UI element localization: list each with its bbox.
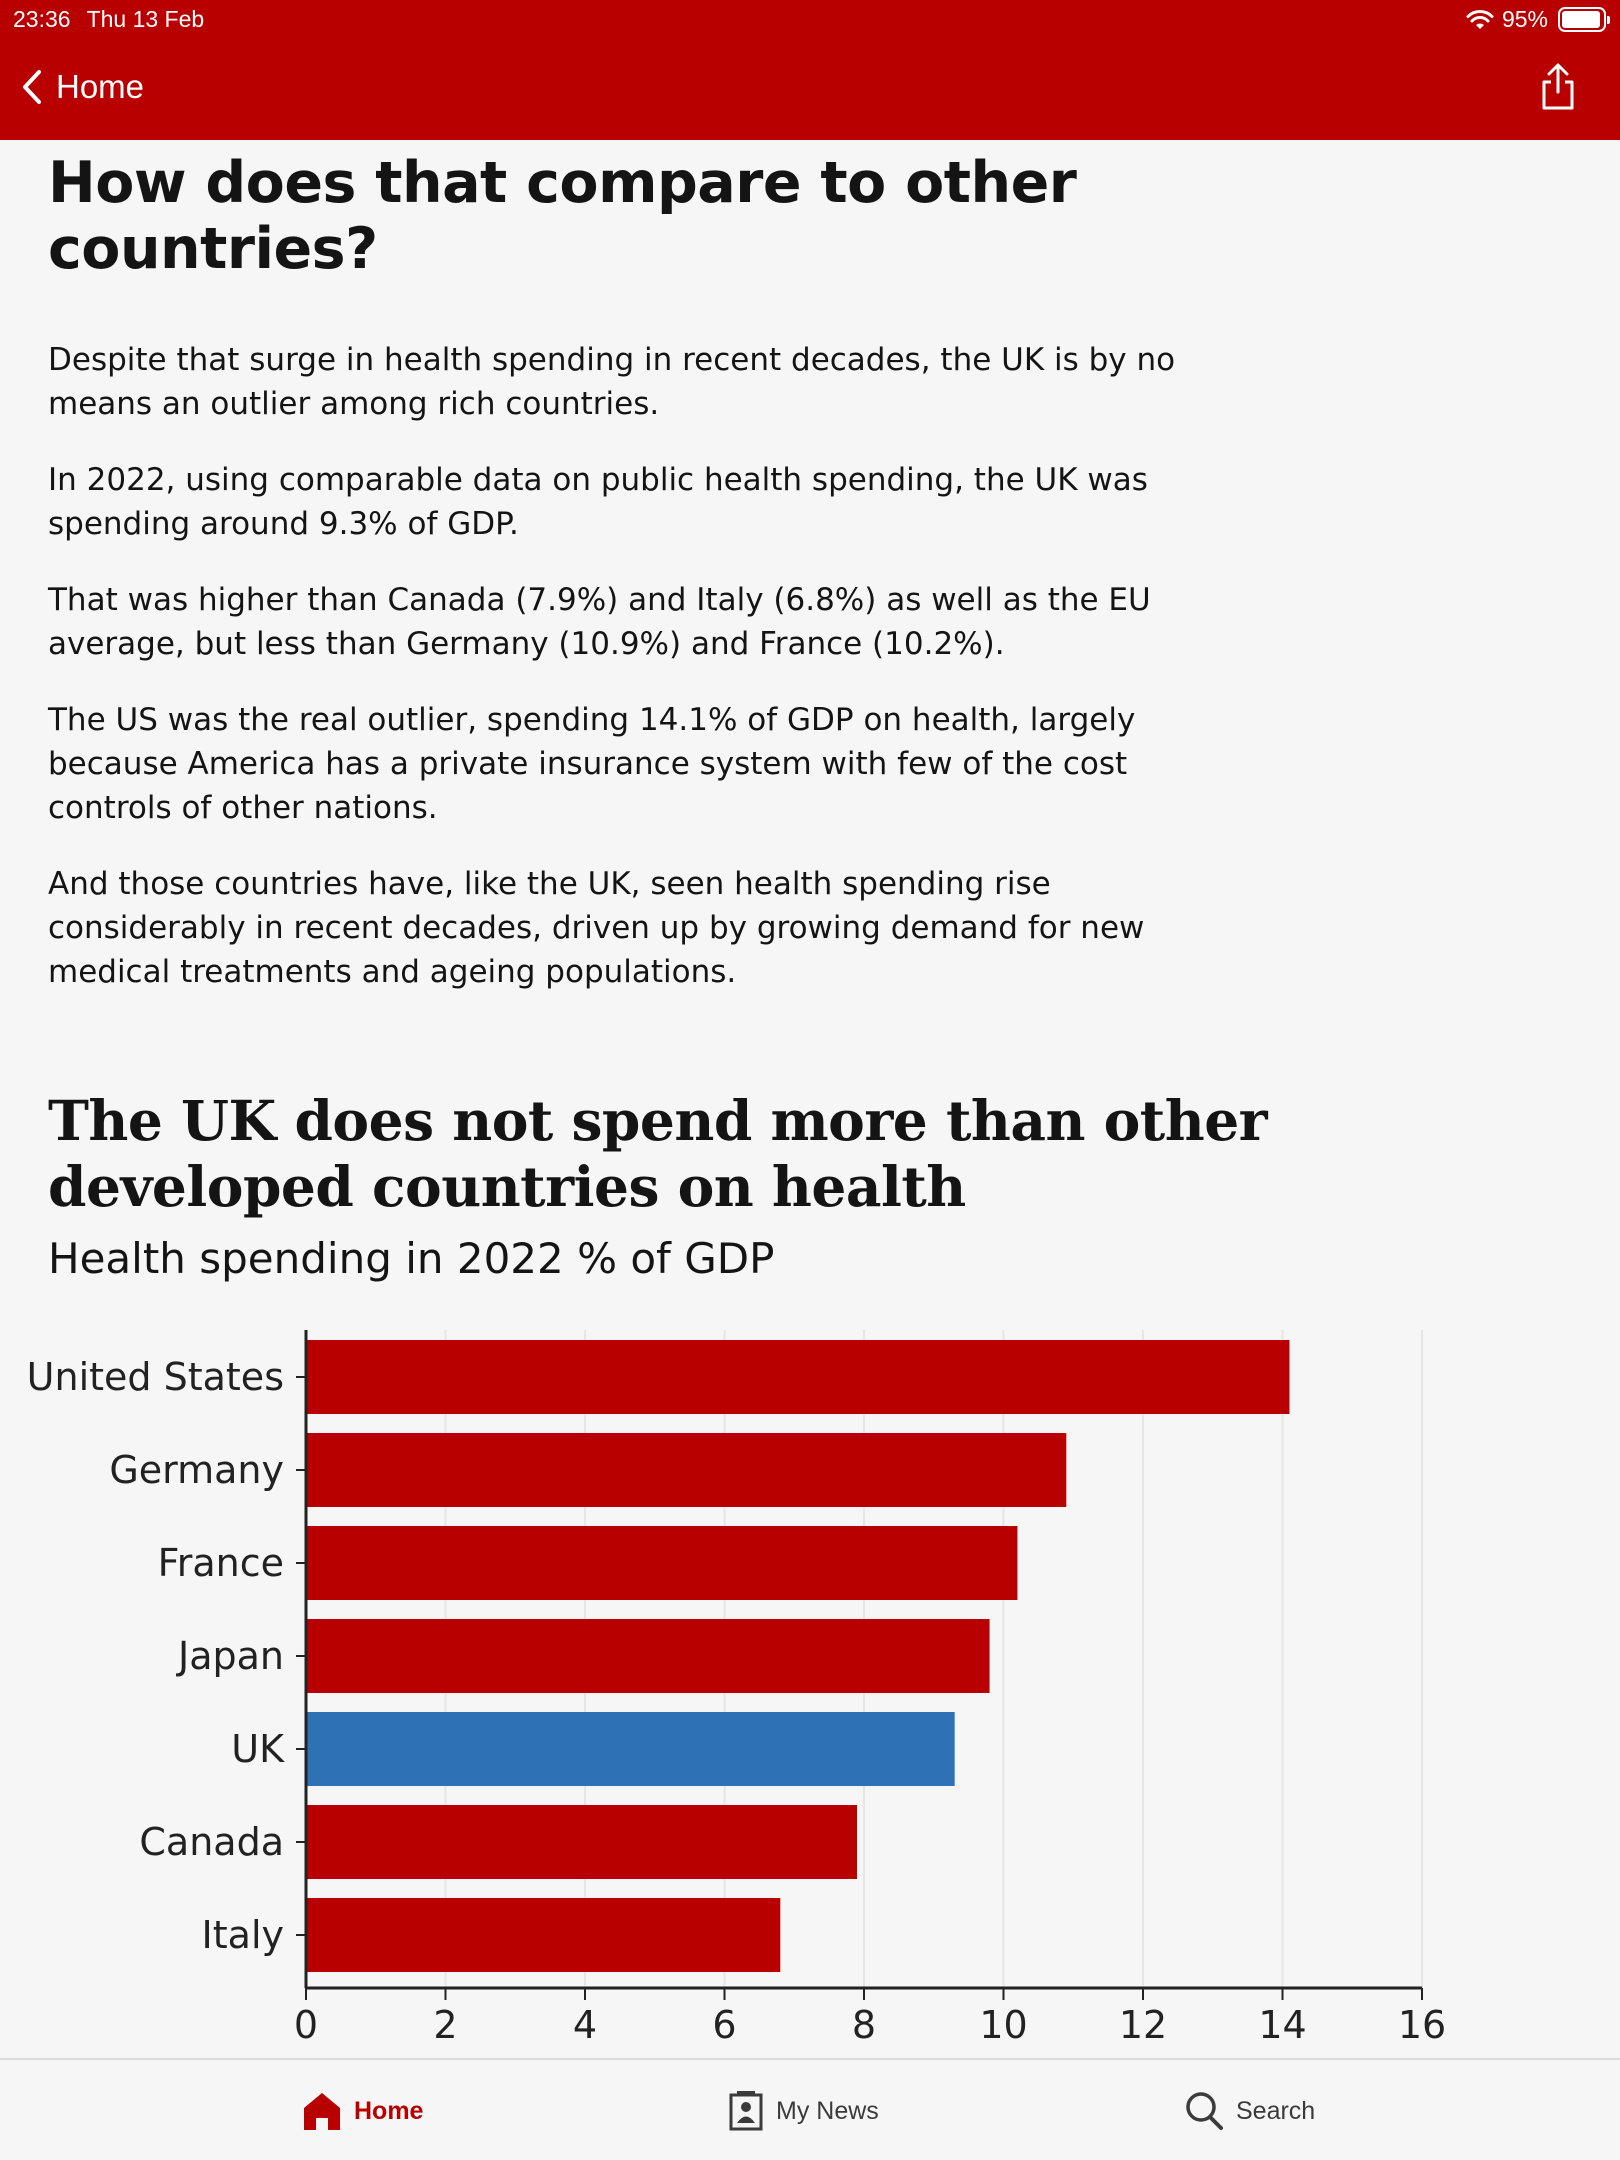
status-bar-right: 95% bbox=[1466, 6, 1610, 33]
status-date: Thu 13 Feb bbox=[86, 6, 205, 32]
bar bbox=[306, 1340, 1290, 1414]
article-paragraph: Despite that surge in health spending in… bbox=[48, 342, 1176, 422]
bar bbox=[306, 1805, 858, 1879]
article-paragraph: That was higher than Canada (7.9%) and I… bbox=[48, 582, 1151, 662]
status-time: 23:36 bbox=[13, 6, 71, 32]
chart-title: The UK does not spend more than other de… bbox=[48, 1088, 1268, 1219]
article-heading: How does that compare to other countries… bbox=[48, 150, 1077, 282]
back-button[interactable]: Home bbox=[22, 68, 144, 106]
x-tick-label: 10 bbox=[979, 2003, 1027, 2047]
category-label: UK bbox=[231, 1727, 285, 1771]
x-tick-label: 6 bbox=[712, 2003, 736, 2047]
category-label: Germany bbox=[109, 1448, 284, 1492]
battery-percent: 95% bbox=[1501, 6, 1548, 32]
x-tick-label: 14 bbox=[1258, 2003, 1306, 2047]
tab-home[interactable]: Home bbox=[302, 2090, 423, 2132]
category-label: Japan bbox=[176, 1634, 284, 1678]
top-bar: 23:36 Thu 13 Feb 95% Home bbox=[0, 0, 1620, 140]
bar bbox=[306, 1898, 781, 1972]
share-button[interactable] bbox=[1538, 62, 1578, 116]
home-icon bbox=[304, 2093, 340, 2130]
chart-subtitle: Health spending in 2022 % of GDP bbox=[48, 1234, 775, 1283]
x-tick-label: 16 bbox=[1398, 2003, 1446, 2047]
bar bbox=[306, 1619, 990, 1693]
search-icon bbox=[1186, 2092, 1223, 2130]
bar bbox=[306, 1433, 1067, 1507]
battery-fill bbox=[1562, 11, 1600, 28]
tab-search[interactable]: Search bbox=[1184, 2090, 1315, 2132]
tab-home-label: Home bbox=[354, 2096, 424, 2125]
article-paragraph: In 2022, using comparable data on public… bbox=[48, 462, 1148, 542]
article-paragraph: The US was the real outlier, spending 14… bbox=[48, 702, 1136, 826]
status-bar-left: 23:36 Thu 13 Feb bbox=[13, 6, 204, 33]
x-tick-label: 12 bbox=[1119, 2003, 1167, 2047]
back-button-label: Home bbox=[56, 68, 145, 105]
category-label: Italy bbox=[202, 1913, 284, 1957]
category-label: Canada bbox=[139, 1820, 284, 1864]
wifi-icon bbox=[1466, 9, 1494, 29]
chevron-left-icon bbox=[23, 70, 41, 104]
tab-my-news[interactable]: My News bbox=[728, 2090, 879, 2132]
bar bbox=[306, 1712, 955, 1786]
share-icon bbox=[1542, 63, 1574, 110]
x-tick-label: 8 bbox=[852, 2003, 876, 2047]
article-paragraph: And those countries have, like the UK, s… bbox=[48, 866, 1145, 990]
x-tick-label: 2 bbox=[433, 2003, 457, 2047]
tab-my-news-label: My News bbox=[776, 2096, 879, 2125]
category-label: United States bbox=[27, 1355, 284, 1399]
article-body: How does that compare to other countries… bbox=[48, 150, 1548, 1283]
battery-icon bbox=[1558, 7, 1610, 32]
x-tick-label: 0 bbox=[294, 2003, 318, 2047]
category-label: France bbox=[158, 1541, 284, 1585]
bar-chart: United States Germany France Japan UK Canada I… bbox=[27, 1330, 1446, 2047]
x-tick-label: 4 bbox=[573, 2003, 597, 2047]
bar bbox=[306, 1526, 1018, 1600]
my-news-icon bbox=[729, 2091, 763, 2131]
tab-search-label: Search bbox=[1236, 2096, 1316, 2125]
tab-bar: Home My News Search bbox=[0, 2058, 1620, 2160]
